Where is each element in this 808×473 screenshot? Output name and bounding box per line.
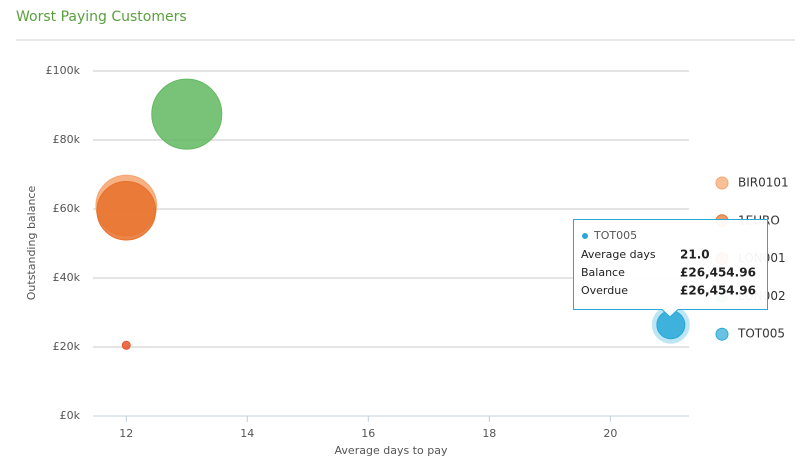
tooltip-label: Average days xyxy=(581,248,656,261)
legend-swatch xyxy=(715,327,729,341)
y-tick-label: £0k xyxy=(60,409,81,422)
y-tick-label: £100k xyxy=(46,64,81,77)
legend-swatch xyxy=(715,176,729,190)
y-axis-label: Outstanding balance xyxy=(25,186,38,301)
bubble xyxy=(96,180,157,241)
tooltip-value: £26,454.96 xyxy=(680,266,756,280)
y-tick-label: £60k xyxy=(53,202,81,215)
y-tick-label: £20k xyxy=(53,340,81,353)
x-tick-label: 16 xyxy=(361,427,375,440)
y-tick-label: £40k xyxy=(53,271,81,284)
tooltip-label: Balance xyxy=(581,266,625,279)
tooltip-dot xyxy=(582,233,588,239)
tooltip-box xyxy=(573,219,768,318)
x-tick-label: 12 xyxy=(119,427,133,440)
tooltip-value: 21.0 xyxy=(680,248,710,262)
tooltip-name: TOT005 xyxy=(593,229,637,242)
tooltip-label: Overdue xyxy=(581,284,628,297)
bubble xyxy=(151,78,223,150)
x-tick-label: 20 xyxy=(603,427,617,440)
tooltip-value: £26,454.96 xyxy=(680,284,756,298)
legend-label: BIR0101 xyxy=(738,176,789,190)
y-tick-label: £80k xyxy=(53,133,81,146)
x-axis-label: Average days to pay xyxy=(335,444,448,457)
legend-label: TOT005 xyxy=(737,327,785,341)
x-tick-label: 14 xyxy=(240,427,254,440)
bubble xyxy=(121,340,131,350)
chart-title: Worst Paying Customers xyxy=(16,9,187,25)
x-tick-label: 18 xyxy=(482,427,496,440)
